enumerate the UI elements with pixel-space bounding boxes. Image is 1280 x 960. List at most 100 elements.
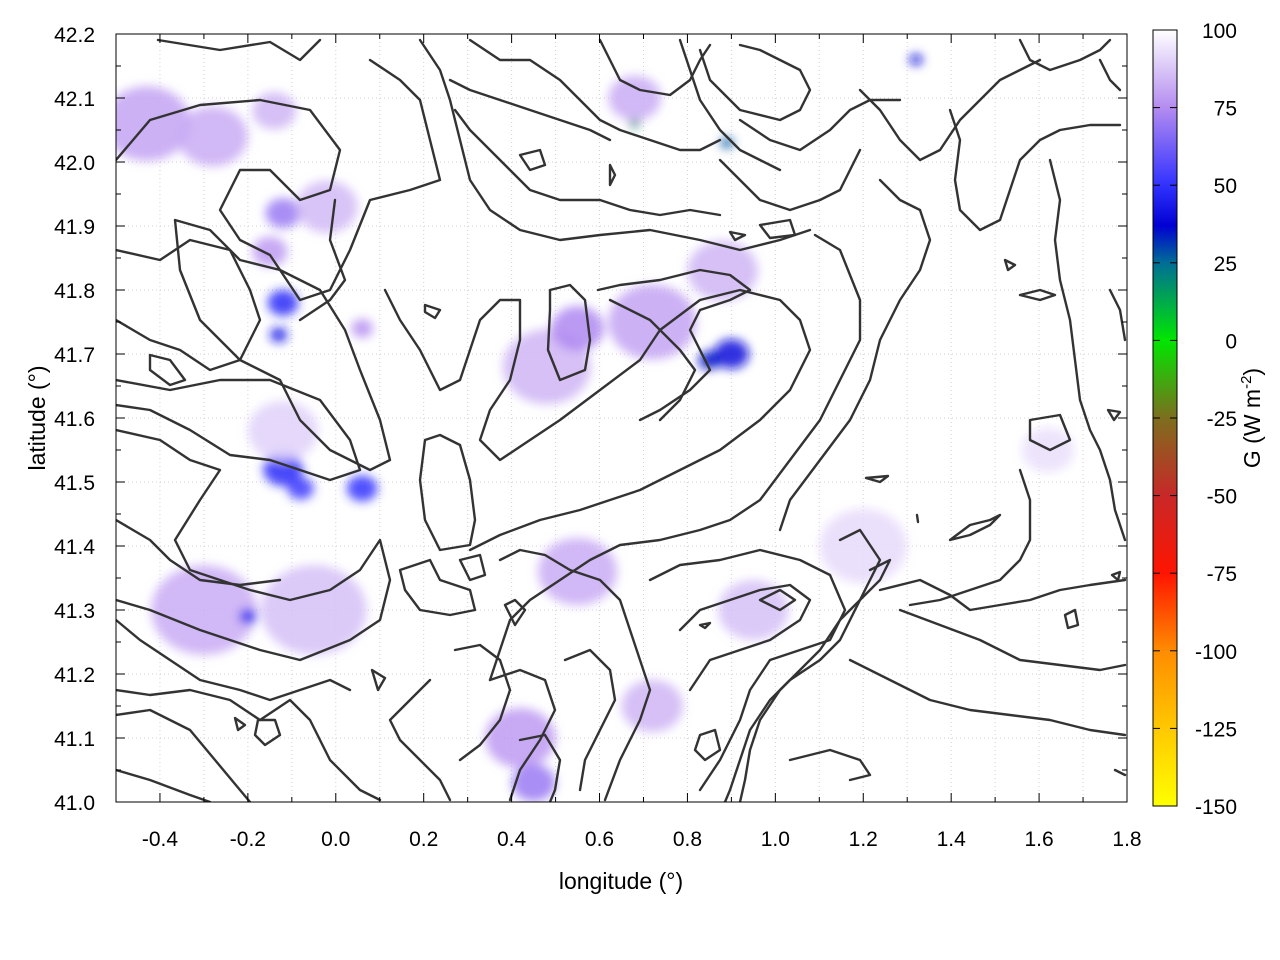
x-tick-label: 1.2 — [849, 828, 878, 851]
colorbar-tick-label: -150 — [1195, 796, 1237, 819]
field-patch — [252, 236, 288, 267]
colorbar-label-superscript: -2 — [1238, 376, 1255, 389]
x-tick-label: 1.4 — [937, 828, 967, 851]
contour-line — [563, 648, 617, 792]
x-tick-labels: -0.4 -0.2 0.0 0.2 0.4 0.6 0.8 1.0 1.2 1.4 1.6 1.8 — [142, 828, 1142, 851]
y-tick-label: 42.2 — [54, 24, 95, 47]
colorbar-tick-label: -75 — [1207, 563, 1237, 586]
field-patch — [265, 198, 301, 229]
contour-line — [678, 583, 812, 692]
x-tick-label: 0.4 — [497, 828, 527, 851]
contour-line — [116, 428, 392, 662]
contour-line — [678, 38, 782, 172]
contour-line — [398, 558, 477, 617]
contour-line — [908, 468, 1032, 607]
contour-line — [116, 618, 352, 702]
contour-line — [723, 528, 882, 802]
y-tick-label: 41.7 — [54, 344, 95, 367]
contour-line — [948, 108, 1122, 232]
field-patch — [267, 289, 299, 316]
contour-line — [418, 433, 477, 552]
field-patch — [819, 508, 908, 584]
field-patch — [287, 477, 314, 500]
field-patch — [247, 400, 319, 461]
contour-line — [693, 728, 722, 762]
x-axis-label: longitude (°) — [559, 868, 683, 894]
contour-line — [298, 198, 347, 322]
y-tick-labels: 41.0 41.1 41.2 41.3 41.4 41.5 41.6 41.7 41.8 41.9… — [54, 24, 95, 815]
field-patch — [151, 565, 257, 655]
contour-line — [1018, 288, 1057, 302]
x-tick-label: 1.0 — [761, 828, 790, 851]
x-tick-label: -0.2 — [230, 828, 266, 851]
contour-line — [173, 218, 392, 472]
field-patch — [608, 75, 662, 121]
contour-line — [488, 233, 862, 682]
y-axis-label: latitude (°) — [24, 365, 50, 470]
colorbar-tick-label: -125 — [1195, 718, 1237, 741]
field-patch — [346, 475, 378, 502]
y-tick-label: 41.3 — [54, 600, 95, 623]
contour-line — [788, 748, 872, 782]
field-patch — [687, 240, 758, 301]
colorbar-tick-label: -100 — [1195, 641, 1237, 664]
contour-line — [608, 298, 697, 422]
field-patch — [261, 565, 367, 655]
y-tick-label: 42.0 — [54, 152, 95, 175]
contour-line — [1018, 38, 1112, 72]
contour-line — [253, 718, 282, 747]
contour-line — [1063, 608, 1080, 630]
contour-line — [898, 608, 1127, 672]
y-tick-label: 41.9 — [54, 216, 95, 239]
contour-line — [423, 303, 442, 320]
contour-line — [858, 58, 1042, 162]
field-patch — [485, 708, 556, 768]
contour-line — [383, 288, 812, 552]
x-tick-label: 0.2 — [409, 828, 438, 851]
contour-line — [156, 38, 322, 62]
axis-ticks — [115, 33, 1128, 803]
contour-line — [116, 708, 252, 802]
field-patch — [511, 764, 556, 802]
y-tick-label: 41.4 — [54, 536, 95, 559]
field-patch — [116, 86, 191, 161]
contour-line — [878, 578, 1127, 612]
contour-line — [698, 43, 812, 122]
field-patch — [269, 327, 288, 343]
contour-line — [1003, 258, 1017, 272]
contour-line — [488, 668, 557, 802]
contour-line — [233, 716, 247, 732]
contour-line — [458, 553, 487, 582]
colorbar-tick-label: 25 — [1214, 253, 1237, 276]
contour-line — [116, 58, 442, 302]
contour-line — [370, 668, 387, 692]
contour-line — [116, 688, 382, 802]
y-tick-label: 42.1 — [54, 88, 95, 111]
contour-line — [116, 378, 362, 482]
colorbar-tick-label: -25 — [1207, 408, 1237, 431]
field-patch — [713, 339, 749, 369]
contour-line — [1048, 158, 1127, 542]
contour-line — [388, 678, 452, 802]
contour-line — [738, 558, 892, 802]
colorbar-tick-label: -50 — [1207, 486, 1237, 509]
field-patch — [621, 679, 684, 733]
contour-line — [848, 658, 1127, 737]
contour-line — [698, 621, 712, 630]
x-tick-label: 0.8 — [673, 828, 702, 851]
contour-line — [1028, 413, 1072, 452]
x-tick-label: 1.6 — [1024, 828, 1053, 851]
colorbar-label: G (W m-2) — [1238, 368, 1265, 468]
contour-line — [116, 518, 282, 587]
contour-line — [728, 230, 747, 242]
colorbar-tick-labels: 100 75 50 25 0 -25 -50 -75 -100 -125 -150 — [1195, 20, 1237, 819]
contour-line — [453, 643, 512, 762]
y-tick-label: 41.2 — [54, 664, 95, 687]
contour-line — [453, 108, 722, 217]
field-patch — [177, 106, 248, 167]
contour-line — [518, 148, 547, 172]
y-tick-label: 41.1 — [54, 728, 95, 751]
field-patch — [252, 92, 297, 130]
contour-line — [608, 163, 617, 187]
